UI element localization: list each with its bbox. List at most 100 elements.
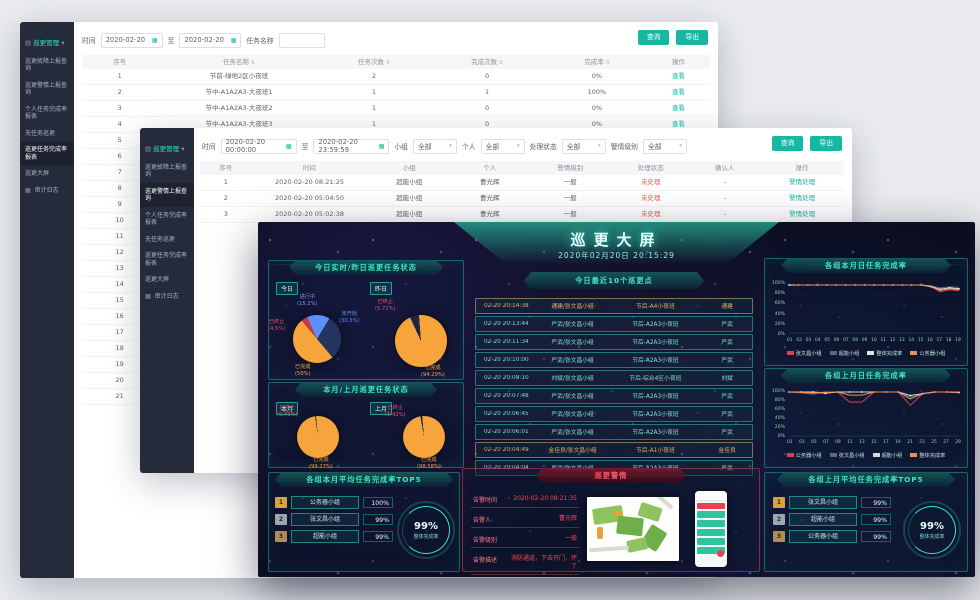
datetime-to-input[interactable]: 2020-02-20 23:59:59 ▦	[313, 138, 390, 154]
sidebar-item[interactable]: 巡更任务完成率报表	[20, 141, 74, 166]
sidebar-item[interactable]: 巡更大屏	[20, 166, 74, 183]
sort-icon[interactable]: ⇅	[497, 60, 503, 66]
column-header[interactable]: 时间	[302, 164, 316, 172]
sidebar-item[interactable]: 巡更故障上报查询	[140, 159, 194, 183]
patrol-point-cell: 02-20 20:07:48	[483, 392, 529, 399]
table-cell: 12	[115, 248, 124, 256]
view-link[interactable]: 查看	[672, 72, 686, 80]
column-header[interactable]: 序号	[113, 58, 127, 66]
sidebar-item-label: 巡更大屏	[145, 276, 170, 283]
sidebar-item[interactable]: 个人任务完成率报表	[20, 101, 74, 125]
sidebar-item[interactable]: 巡更警情上报查询	[140, 183, 194, 207]
top5-row: 2 超能小组 99%	[773, 513, 891, 526]
patrol-point-cell: 严武	[721, 322, 733, 329]
x-tick-label: 04	[815, 338, 821, 343]
table-row: 3 节中-A1A2A3-大夜班2 1 0 0% 查看	[82, 101, 710, 117]
table-cell: 0%	[591, 120, 603, 128]
patrol-point-row: 02-20 20:11:34 严武/张文昌小组 节后-A2A3小夜班 严武	[475, 334, 753, 350]
alarm-handle-link[interactable]: 警情处理	[789, 194, 816, 202]
column-header[interactable]: 操作	[795, 164, 809, 172]
overall-completion-gauge: 99% 整体完成率	[903, 501, 961, 559]
action-buttons: 查询 导出	[637, 30, 708, 45]
calendar-icon: ▦	[230, 36, 237, 44]
window-patrol-big-screen: 巡更大屏 2020年02月20日 20:15:29 今日实时/昨日巡更任务状态 …	[258, 222, 975, 577]
sidebar-root-patrol-management[interactable]: ▤ 巡更管理 ▾	[20, 32, 74, 53]
patrol-point-row: 02-20 20:06:01 严武/张文昌小组 节后-A2A3小夜班 严武	[475, 424, 753, 440]
view-link[interactable]: 查看	[672, 120, 686, 128]
group-select[interactable]: 全部 ▾	[412, 138, 457, 154]
panel-status-monthly: 本月/上月巡更任务状态 本月 上月 已终止 (0.73%) 已完成 (99.27%)…	[268, 382, 464, 470]
column-header[interactable]: 操作	[672, 58, 686, 66]
pie-chart-month	[297, 416, 339, 458]
column-header[interactable]: 完成率 ⇅	[584, 58, 610, 66]
table-cell: 未处理	[641, 178, 661, 186]
sort-icon[interactable]: ⇅	[384, 60, 390, 66]
table-cell: -	[723, 194, 726, 202]
chart-legend: 公务器小组 张文昌小组 超能小组 整体完成率	[765, 452, 967, 459]
alarm-handle-link[interactable]: 警情处理	[789, 178, 816, 186]
table-cell: 曹光辉	[480, 194, 500, 202]
sidebar-item[interactable]: 巡更故障上报查询	[20, 53, 74, 77]
sidebar-item[interactable]: ▦ 审计日志	[140, 288, 194, 305]
column-header[interactable]: 确认人	[715, 164, 735, 172]
patrol-point-cell: 节后-A2A3小夜班	[632, 394, 679, 401]
status-select-value: 全部	[566, 143, 581, 151]
alarm-fields: 告警时间 2020-02-20 08:21:35 告警人 曹光辉 告警级别 一般 告警描述 消…	[471, 493, 579, 577]
column-header[interactable]: 警情级别	[557, 164, 584, 172]
view-link[interactable]: 查看	[672, 88, 686, 96]
sort-icon[interactable]: ⇅	[249, 60, 255, 66]
chevron-down-icon: ▾	[516, 143, 520, 149]
search-button[interactable]: 查询	[637, 30, 670, 45]
patrol-point-cell: 刘斌/张文昌小组	[551, 376, 594, 383]
x-tick-label: 15	[871, 440, 877, 445]
person-select[interactable]: 全部 ▾	[480, 138, 525, 154]
sidebar-item-label: 巡更任务完成率报表	[25, 146, 68, 161]
patrol-point-cell: 节后-A2A3小夜班	[632, 340, 679, 347]
sidebar-item[interactable]: 巡更警情上报查询	[20, 77, 74, 101]
column-header[interactable]: 完成次数 ⇅	[471, 58, 503, 66]
column-header[interactable]: 任务名称 ⇅	[223, 58, 255, 66]
sidebar-item[interactable]: 巡更任务完成率报表	[140, 248, 194, 272]
pie-chart-last-month	[403, 416, 445, 458]
group-name: 张文昌小组	[291, 513, 359, 526]
view-link[interactable]: 查看	[672, 104, 686, 112]
export-button[interactable]: 导出	[676, 30, 708, 45]
table-cell: 节中-A1A2A3-大夜班1	[205, 88, 273, 96]
sidebar-root-patrol-management[interactable]: ▤ 巡更管理 ▾	[140, 138, 194, 159]
status-select[interactable]: 全部 ▾	[561, 138, 606, 154]
datetime-from-input[interactable]: 2020-02-20 00:00:00 ▦	[220, 138, 297, 154]
date-to-input[interactable]: 2020-02-20 ▦	[179, 32, 242, 48]
sidebar-item[interactable]: 巡更大屏	[140, 272, 194, 289]
x-tick-label: 19	[955, 338, 961, 343]
date-from-input[interactable]: 2020-02-20 ▦	[100, 32, 163, 48]
export-button[interactable]: 导出	[810, 136, 842, 151]
alarm-field-label: 告警描述	[473, 557, 498, 564]
task-name-input[interactable]	[278, 32, 325, 48]
y-tick-label: 100%	[771, 281, 785, 286]
patrol-point-cell: 节后-A1小夜班	[636, 448, 675, 455]
sidebar-item[interactable]: 个人任务完成率报表	[140, 207, 194, 231]
y-tick-label: 80%	[774, 291, 785, 297]
alarm-handle-link[interactable]: 警情处理	[789, 210, 816, 218]
column-header[interactable]: 小组	[402, 164, 416, 172]
table-cell: 一般	[563, 178, 577, 186]
column-header[interactable]: 处理状态	[637, 164, 664, 172]
patrol-point-cell: 严武/张文昌小组	[551, 358, 594, 365]
sidebar-item-label: 巡更故障上报查询	[25, 57, 68, 73]
top5-row: 1 张文昌小组 99%	[773, 496, 891, 509]
level-select[interactable]: 全部 ▾	[642, 138, 687, 154]
table-cell: 3	[117, 104, 122, 112]
column-header[interactable]: 任务次数 ⇅	[358, 58, 390, 66]
sidebar-item[interactable]: 无任务巡更	[20, 125, 74, 142]
column-header[interactable]: 个人	[483, 164, 497, 172]
search-button[interactable]: 查询	[771, 136, 804, 151]
patrol-point-row: 02-20 20:13:44 严武/张文昌小组 节后-A2A3小夜班 严武	[475, 316, 753, 332]
alarm-field-value: 消防通道，下去开门，坏了	[510, 555, 577, 570]
sort-icon[interactable]: ⇅	[603, 60, 610, 66]
sidebar-item[interactable]: ▦ 审计日志	[20, 182, 74, 199]
sidebar-item[interactable]: 无任务巡更	[140, 231, 194, 248]
column-header[interactable]: 序号	[219, 164, 233, 172]
alarm-field-row: 告警级别 一般	[471, 533, 579, 548]
table-row: 3 2020-02-20 05:02:38 超能小组 曹光辉 一般 未处理 - 警情处理	[200, 207, 844, 223]
patrol-point-cell: 02-20 20:06:45	[483, 410, 529, 417]
